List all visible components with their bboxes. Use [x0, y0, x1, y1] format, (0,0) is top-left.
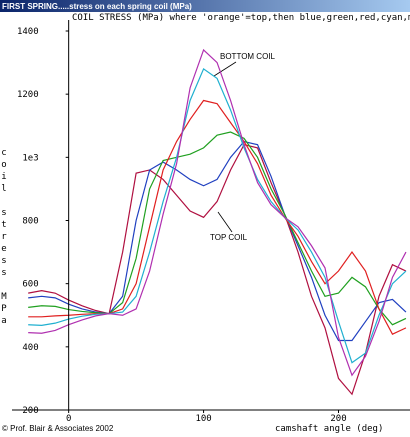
y-tick-label: 800 [22, 217, 38, 227]
series-line [28, 48, 407, 377]
series-line [28, 131, 407, 326]
x-tick-label: 0 [66, 414, 71, 424]
chart-title: COIL STRESS (MPa) where 'orange'=top,the… [72, 13, 410, 23]
window-title: FIRST SPRING.....stress on each spring c… [2, 2, 192, 11]
footer: © Prof. Blair & Associates 2002 [2, 424, 114, 433]
title-bar [0, 0, 410, 12]
series-line [28, 67, 407, 364]
annotation: TOP COIL [210, 233, 248, 242]
x-tick-label: 100 [195, 414, 211, 424]
y-tick-label: 1400 [17, 27, 39, 37]
y-axis-label: coil stress MPa [0, 148, 9, 328]
y-tick-label: 200 [22, 406, 38, 416]
plot-area [28, 48, 407, 396]
x-tick-label: 200 [330, 414, 346, 424]
y-tick-label: 1e3 [22, 153, 38, 163]
series-line [28, 99, 407, 335]
y-tick-label: 1200 [17, 90, 39, 100]
series-line [28, 140, 407, 342]
x-axis-label: camshaft angle (deg) [275, 424, 383, 434]
annotation-arrow [217, 211, 233, 233]
y-tick-label: 600 [22, 280, 38, 290]
y-tick-label: 400 [22, 343, 38, 353]
annotation: BOTTOM COIL [220, 52, 276, 61]
series-line [28, 144, 407, 396]
annotation-arrow [213, 61, 237, 77]
